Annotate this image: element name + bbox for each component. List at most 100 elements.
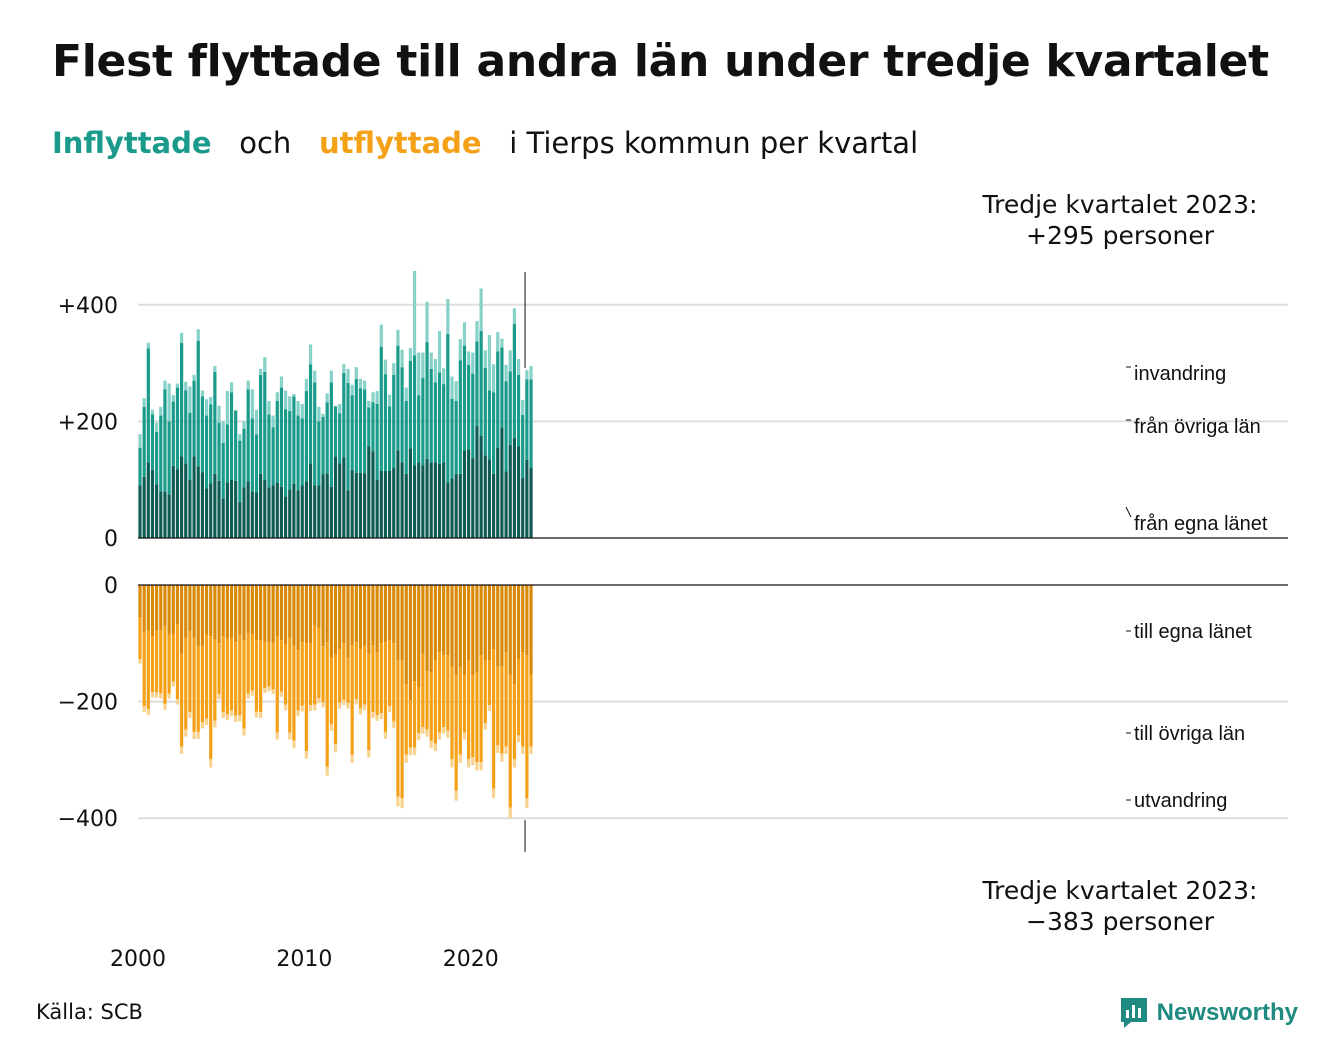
bar-out-other [417,687,421,734]
bar-out-abroad [188,712,192,718]
bar-in-other [454,400,458,474]
bar-out-abroad [259,712,263,718]
bar-out-abroad [313,704,317,711]
bar-in-own [379,470,383,538]
bar-in-other [296,415,300,491]
bar-in-other [242,428,246,488]
bar-in-other [421,377,425,466]
bar-in-abroad [246,380,250,390]
bar-in-abroad [458,339,462,361]
bar-in-abroad [412,270,417,356]
legend-label-in: från egna länet [1134,513,1268,535]
bar-out-abroad [521,746,525,755]
bar-out-other [346,657,350,703]
bar-out-abroad [458,754,462,763]
bar-in-own [479,435,483,538]
bar-out-other [221,636,225,713]
bar-in-other [367,407,371,447]
bar-in-other [425,342,429,459]
bar-in-other [458,360,462,474]
bar-out-abroad [225,714,229,721]
bar-out-own [250,585,254,635]
y-tick-label-out: 0 [104,574,118,599]
bar-out-own [284,585,288,645]
bar-in-other [155,431,159,485]
bar-out-abroad [300,705,304,712]
bar-in-own [487,459,492,538]
bar-in-other [171,401,175,466]
bar-in-abroad [408,347,412,361]
bar-out-own [529,585,533,676]
bar-out-other [525,654,529,799]
brand-logo[interactable]: Newsworthy [1119,994,1298,1032]
bar-in-other [292,396,296,484]
bar-in-abroad [521,399,525,415]
bar-in-other [234,410,238,481]
bar-out-own [184,585,188,638]
bar-in-other [525,379,529,460]
bar-in-own [275,482,279,538]
bar-in-abroad [229,382,234,393]
bar-out-own [242,585,246,641]
bar-in-other [238,440,242,502]
bar-in-abroad [225,391,229,425]
bar-in-other [204,415,209,489]
bar-in-other [142,406,146,477]
bar-in-own [442,462,446,538]
bar-out-abroad [467,759,471,768]
bar-out-abroad [254,711,259,718]
bar-in-own [321,474,325,538]
bar-out-own [458,585,462,668]
bar-in-abroad [396,329,400,346]
bar-out-other [296,650,300,711]
bar-in-other [392,374,396,469]
bar-in-abroad [213,366,217,372]
bar-out-other [529,675,533,747]
bar-in-abroad [308,344,313,365]
bar-out-own [433,585,437,661]
bar-out-abroad [412,747,417,756]
bar-out-abroad [209,759,213,768]
bar-in-abroad [496,332,500,352]
bar-out-abroad [204,718,209,725]
bar-out-abroad [471,756,475,766]
bar-in-own [383,470,388,538]
bar-out-own [155,585,159,631]
bar-out-abroad [508,807,512,819]
bar-out-own [467,585,471,661]
bar-in-own [221,498,225,538]
bar-out-other [333,654,338,745]
bar-out-abroad [462,732,467,740]
bar-out-other [487,660,492,706]
bar-out-abroad [192,731,196,739]
bar-out-abroad [363,704,367,711]
axes [138,272,1288,852]
bar-in-abroad [508,350,512,372]
bar-out-own [446,585,450,655]
bar-in-other [159,415,163,492]
bar-out-other [292,646,296,741]
bar-out-own [234,585,238,643]
bar-out-other [425,671,429,730]
bar-out-other [196,646,200,732]
bar-out-abroad [288,732,292,740]
bar-in-abroad [254,409,259,435]
bar-in-own [412,465,417,538]
bar-in-other [471,373,475,459]
bar-in-other [529,379,533,469]
bar-out-own [188,585,192,632]
bar-out-abroad [450,759,454,768]
bar-out-own [487,585,492,661]
bar-out-abroad [338,702,342,709]
bar-out-abroad [354,699,358,705]
bar-in-own [429,462,433,538]
bar-out-other [184,637,188,730]
bar-in-abroad [417,352,421,396]
bar-in-other [275,400,279,483]
bar-out-other [175,624,180,700]
bar-in-own [254,492,259,538]
bar-in-abroad [329,370,333,383]
bars [138,270,533,819]
bar-out-own [171,585,175,635]
bar-in-abroad [354,367,358,379]
